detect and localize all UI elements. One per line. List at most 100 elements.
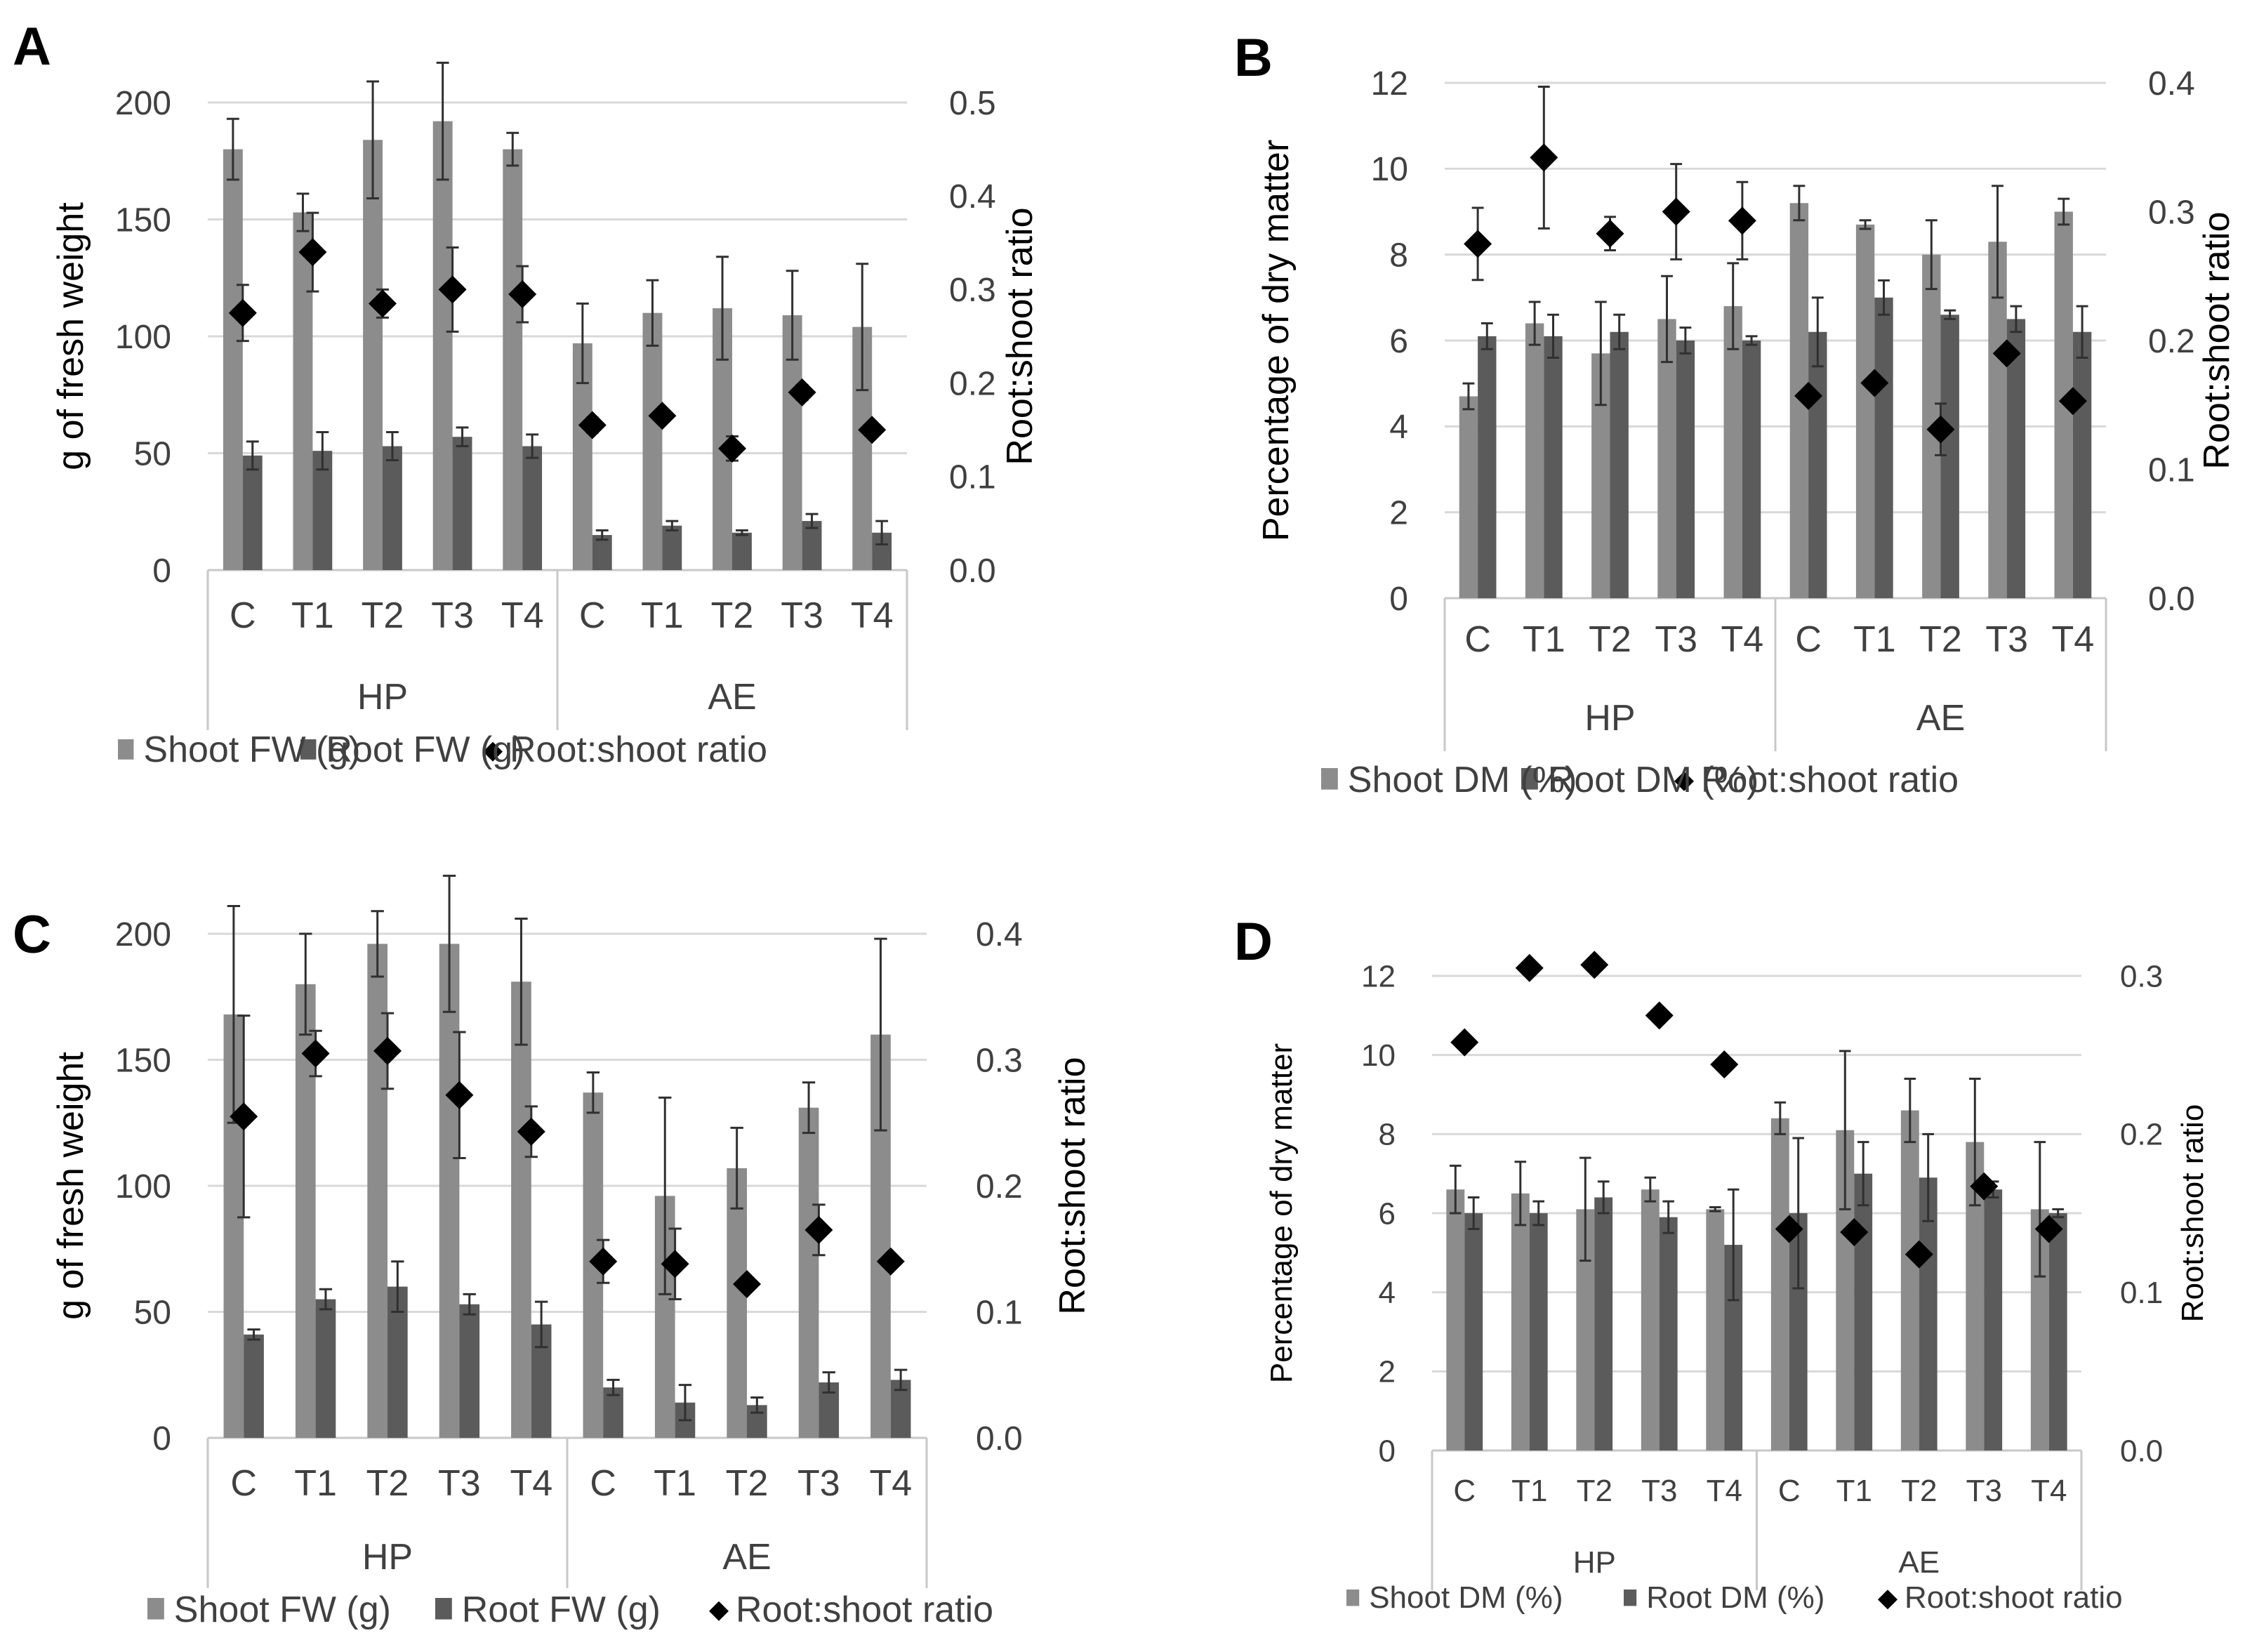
right-tick-label: 0.2 — [2148, 323, 2195, 360]
root-bar — [1478, 336, 1497, 598]
category-label: T1 — [294, 1463, 337, 1504]
root-bar — [1676, 341, 1695, 598]
shoot-bar — [642, 312, 663, 570]
right-tick-label: 0.3 — [2148, 194, 2195, 231]
left-tick-label: 200 — [115, 85, 171, 122]
right-axis-label: Root:shoot ratio — [1052, 1057, 1093, 1314]
panel-letter: C — [13, 905, 51, 965]
root-bar — [244, 1334, 264, 1438]
panel-letter: B — [1234, 28, 1273, 88]
ratio-marker — [648, 402, 677, 430]
group-label: HP — [1584, 698, 1635, 739]
right-tick-label: 0.4 — [949, 178, 996, 216]
panel-a: A 0 50 100 150 200 0.0 0.1 0.2 0.3 0.4 0.5 g of fres… — [13, 17, 1040, 770]
left-tick-label: 6 — [1379, 1196, 1396, 1231]
legend-label: Root:shoot ratio — [1905, 1580, 2123, 1615]
category-label: T4 — [1707, 1474, 1742, 1508]
legend-swatch-ratio — [709, 1601, 729, 1621]
category-label: T3 — [431, 595, 474, 636]
category-label: T3 — [1985, 619, 2028, 660]
legend-swatch-root — [435, 1598, 452, 1620]
root-bar — [1594, 1197, 1613, 1451]
ratio-marker — [578, 411, 607, 440]
ratio-marker — [1860, 369, 1889, 397]
shoot-bar — [1988, 242, 2007, 598]
right-tick-label: 0.0 — [949, 553, 996, 590]
panel-letter: D — [1234, 912, 1273, 972]
shoot-bar — [1525, 323, 1544, 598]
legend-swatch-root — [1624, 1590, 1637, 1606]
panel-c: C 0 50 100 150 200 0.0 0.1 0.2 0.3 0.4 g of fresh w… — [13, 874, 1093, 1630]
category-label: T4 — [510, 1463, 552, 1504]
ratio-marker — [1970, 1172, 1999, 1201]
left-tick-label: 100 — [115, 319, 171, 356]
legend-swatch-ratio — [1878, 1590, 1897, 1610]
group-label: HP — [1573, 1545, 1616, 1580]
group-label: AE — [1916, 698, 1965, 739]
shoot-bar — [1641, 1189, 1660, 1451]
category-label: T4 — [2031, 1474, 2067, 1508]
root-bar — [592, 535, 612, 570]
group-label: HP — [362, 1537, 413, 1578]
ratio-marker — [718, 434, 746, 463]
category-label: T1 — [1836, 1474, 1872, 1508]
ratio-marker — [1728, 206, 1756, 235]
ratio-marker — [1596, 219, 1624, 248]
ratio-marker — [301, 1039, 330, 1068]
right-tick-label: 0.1 — [949, 459, 996, 496]
ratio-marker — [1515, 953, 1544, 982]
category-label: T1 — [1523, 619, 1565, 660]
shoot-bar — [363, 140, 383, 570]
root-bar — [1940, 315, 1959, 598]
category-label: C — [590, 1463, 616, 1504]
left-tick-label: 4 — [1389, 409, 1408, 446]
category-label: T1 — [654, 1463, 696, 1504]
category-label: T2 — [1577, 1474, 1612, 1508]
ratio-marker — [733, 1270, 761, 1299]
right-tick-label: 0.3 — [976, 1042, 1023, 1079]
left-tick-label: 4 — [1379, 1276, 1396, 1310]
category-label: T2 — [1919, 619, 1962, 660]
left-tick-label: 50 — [134, 1294, 171, 1331]
legend-swatch-shoot — [118, 739, 134, 760]
root-bar — [1808, 331, 1827, 598]
legend-label: Shoot DM (%) — [1348, 760, 1577, 800]
ratio-marker — [858, 416, 887, 444]
left-tick-label: 10 — [1371, 151, 1408, 188]
left-tick-label: 0 — [152, 1420, 171, 1458]
shoot-bar — [727, 1168, 747, 1438]
ratio-marker — [1464, 230, 1492, 258]
shoot-bar — [1900, 1110, 1919, 1451]
category-label: T3 — [797, 1463, 840, 1504]
category-label: T2 — [726, 1463, 769, 1504]
right-tick-label: 0.0 — [976, 1420, 1023, 1458]
ratio-marker — [1992, 339, 2021, 368]
ratio-marker — [661, 1250, 689, 1278]
category-label: T2 — [1901, 1474, 1937, 1508]
ratio-marker — [1794, 381, 1823, 410]
category-label: C — [230, 595, 256, 636]
root-bar — [312, 451, 333, 570]
right-tick-label: 0.2 — [976, 1168, 1023, 1205]
group-label: AE — [1898, 1545, 1940, 1580]
root-bar — [1984, 1189, 2003, 1451]
shoot-bar — [1723, 306, 1742, 598]
right-tick-label: 0.3 — [949, 272, 996, 309]
category-label: T1 — [641, 595, 684, 636]
category-label: T1 — [291, 595, 334, 636]
category-label: C — [1453, 1474, 1476, 1508]
group-label: HP — [357, 677, 408, 718]
legend-label: Root:shoot ratio — [1701, 760, 1959, 800]
right-tick-label: 0.4 — [976, 916, 1023, 953]
left-tick-label: 100 — [115, 1168, 171, 1205]
right-tick-label: 0.1 — [2120, 1276, 2163, 1310]
right-axis-label: Root:shoot ratio — [1000, 207, 1040, 465]
left-tick-label: 12 — [1361, 959, 1396, 993]
root-bar — [2006, 319, 2026, 598]
shoot-bar — [367, 944, 388, 1438]
left-tick-label: 150 — [115, 201, 171, 239]
ratio-marker — [1710, 1050, 1739, 1079]
panel-letter: A — [13, 17, 51, 77]
right-tick-label: 0.4 — [2148, 65, 2195, 103]
